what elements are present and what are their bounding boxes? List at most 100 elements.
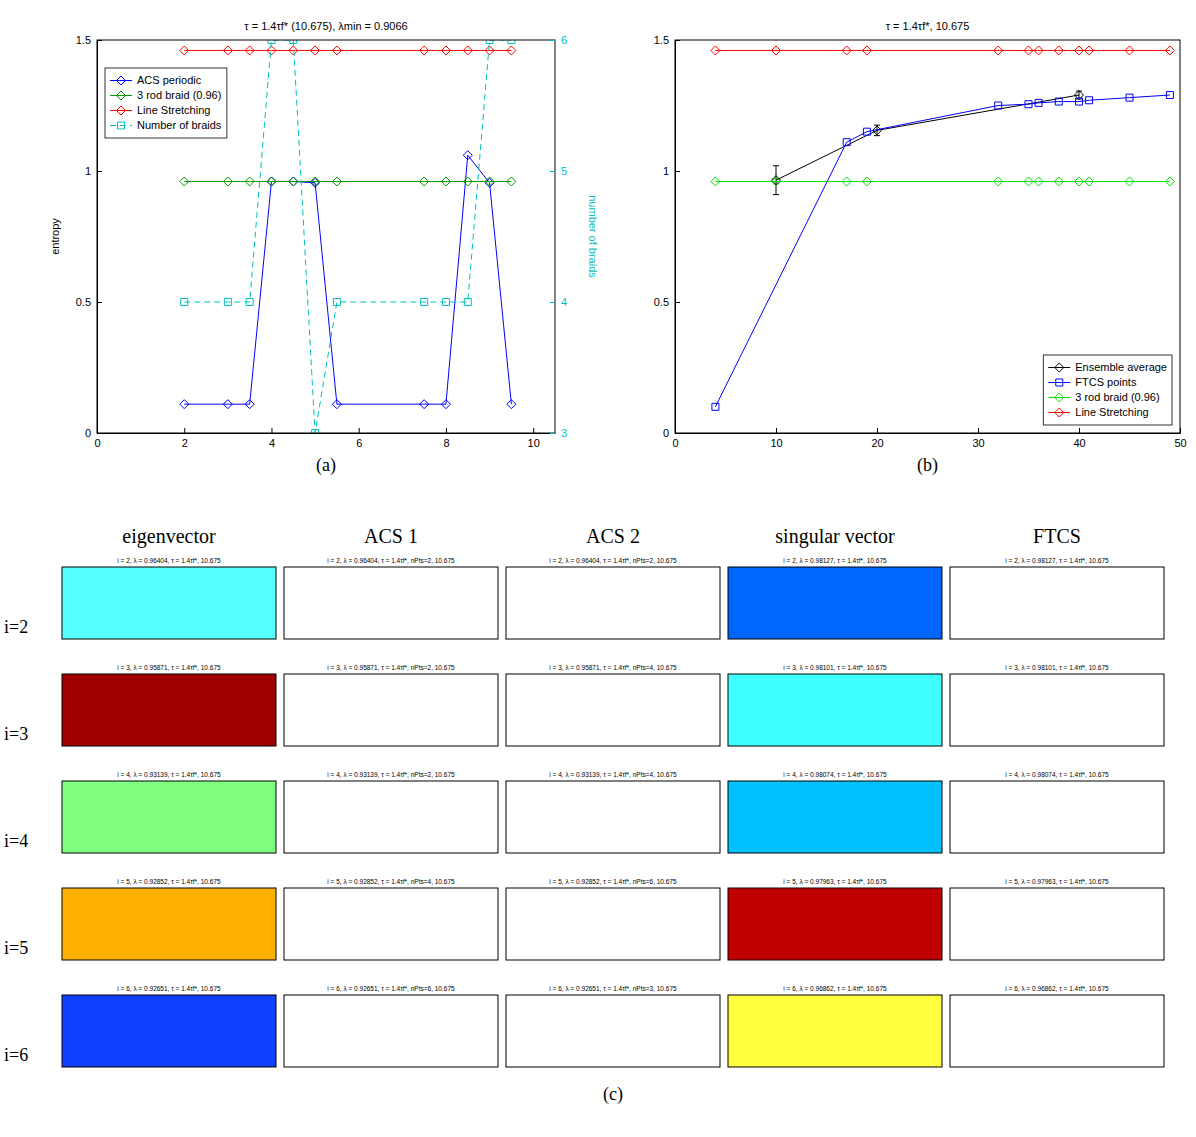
x-tick-mark bbox=[978, 428, 979, 433]
row-label: i=3 bbox=[4, 724, 28, 744]
x-tick-label: 4 bbox=[269, 437, 275, 449]
marker bbox=[223, 46, 232, 55]
marker bbox=[441, 400, 450, 409]
marker bbox=[842, 177, 851, 186]
legend-marker bbox=[118, 122, 125, 129]
image-panel bbox=[62, 995, 276, 1067]
image-panel bbox=[284, 567, 498, 639]
column-head: singular vector bbox=[775, 525, 895, 548]
marker bbox=[772, 177, 781, 186]
marker bbox=[507, 177, 516, 186]
x-axis: 0246810 bbox=[94, 428, 555, 449]
series-line bbox=[184, 155, 511, 404]
chart-title: τ = 1.4τf* (10.675), λmin = 0.9066 bbox=[244, 20, 407, 32]
row-label: i=6 bbox=[4, 1045, 28, 1065]
x-tick-mark bbox=[776, 428, 777, 433]
marker bbox=[1165, 46, 1174, 55]
marker bbox=[442, 299, 449, 306]
y2-axis-line bbox=[555, 41, 556, 434]
x-tick-label: 10 bbox=[770, 437, 782, 449]
legend-line bbox=[1048, 412, 1070, 413]
marker bbox=[1024, 177, 1033, 186]
y-axis-line bbox=[97, 41, 98, 434]
y-axis-title: entropy bbox=[49, 218, 61, 255]
image-panel bbox=[728, 567, 942, 639]
legend-line bbox=[110, 80, 132, 81]
image-panel bbox=[62, 567, 276, 639]
marker bbox=[245, 46, 254, 55]
legend-box bbox=[1043, 355, 1172, 425]
image-panel bbox=[506, 888, 720, 960]
y2-tick: 3 bbox=[550, 427, 567, 439]
marker bbox=[862, 177, 871, 186]
image-title: i = 4, λ = 0.93139, τ = 1.4τf*, nPts=2, … bbox=[327, 771, 455, 778]
legend-line bbox=[1048, 382, 1070, 383]
marker bbox=[180, 46, 189, 55]
y-tick-label: 1 bbox=[85, 165, 91, 177]
marker bbox=[332, 46, 341, 55]
marker bbox=[463, 151, 472, 160]
y-tick-label: 1.5 bbox=[654, 34, 669, 46]
x-axis: 01020304050 bbox=[672, 428, 1186, 449]
image-title: i = 4, λ = 0.98074, τ = 1.4τf*, 10.675 bbox=[1005, 771, 1109, 778]
chart: 0102030405000.511.5τ = 1.4τf*, 10.675(b)… bbox=[654, 20, 1187, 476]
marker bbox=[843, 139, 850, 146]
y-tick: 0.5 bbox=[654, 296, 680, 308]
legend-box bbox=[105, 68, 227, 138]
marker bbox=[1125, 46, 1134, 55]
image-title: i = 6, λ = 0.96862, τ = 1.4τf*, 10.675 bbox=[783, 985, 887, 992]
marker bbox=[486, 40, 493, 44]
x-tick-mark bbox=[184, 428, 185, 433]
x-tick: 50 bbox=[1174, 428, 1186, 449]
y2-tick-mark bbox=[550, 171, 555, 172]
marker bbox=[1054, 46, 1063, 55]
marker bbox=[711, 46, 720, 55]
marker bbox=[1034, 177, 1043, 186]
x-axis-line bbox=[676, 433, 1181, 434]
image-panel bbox=[950, 995, 1164, 1067]
x-tick-label: 40 bbox=[1073, 437, 1085, 449]
image-panel bbox=[506, 781, 720, 853]
x-tick: 10 bbox=[528, 428, 540, 449]
y-tick: 1.5 bbox=[654, 34, 680, 46]
image-panel bbox=[284, 888, 498, 960]
y-tick-mark bbox=[675, 302, 680, 303]
marker bbox=[1085, 46, 1094, 55]
legend-marker bbox=[1055, 408, 1064, 417]
legend-line bbox=[1048, 397, 1070, 398]
marker bbox=[245, 400, 254, 409]
image-title: i = 2, λ = 0.96404, τ = 1.4τf*, 10.675 bbox=[117, 557, 221, 564]
marker bbox=[421, 299, 428, 306]
marker bbox=[180, 400, 189, 409]
marker bbox=[485, 177, 494, 186]
x-tick: 6 bbox=[356, 428, 362, 449]
x-tick: 8 bbox=[443, 428, 449, 449]
y-tick: 1.5 bbox=[76, 34, 102, 46]
legend-marker bbox=[117, 106, 126, 115]
y-tick-mark bbox=[675, 40, 680, 41]
image-title: i = 2, λ = 0.98127, τ = 1.4τf*, 10.675 bbox=[1005, 557, 1109, 564]
x-tick-label: 20 bbox=[871, 437, 883, 449]
marker bbox=[1055, 98, 1062, 105]
image-panel bbox=[62, 674, 276, 746]
figure: 024681000.511.53456τ = 1.4τf* (10.675), … bbox=[0, 0, 1196, 1137]
image-panel bbox=[728, 674, 942, 746]
image-title: i = 5, λ = 0.92852, τ = 1.4τf*, nPts=6, … bbox=[549, 878, 677, 885]
legend-label: Line Stretching bbox=[1075, 406, 1148, 418]
y-tick-mark bbox=[97, 302, 102, 303]
legend-line bbox=[110, 110, 132, 111]
image-panel bbox=[950, 888, 1164, 960]
image-panel bbox=[950, 781, 1164, 853]
image-panel bbox=[728, 888, 942, 960]
x-tick-label: 6 bbox=[356, 437, 362, 449]
image-panel bbox=[284, 674, 498, 746]
marker bbox=[1035, 99, 1042, 106]
image-title: i = 5, λ = 0.97963, τ = 1.4τf*, 10.675 bbox=[783, 878, 887, 885]
y2-tick-mark bbox=[550, 302, 555, 303]
marker bbox=[420, 177, 429, 186]
y-axis: 00.511.5 bbox=[654, 34, 680, 439]
legend-line bbox=[110, 95, 132, 96]
image-panel bbox=[284, 995, 498, 1067]
panel-label: (c) bbox=[603, 1084, 623, 1105]
legend-label: ACS periodic bbox=[137, 74, 202, 86]
